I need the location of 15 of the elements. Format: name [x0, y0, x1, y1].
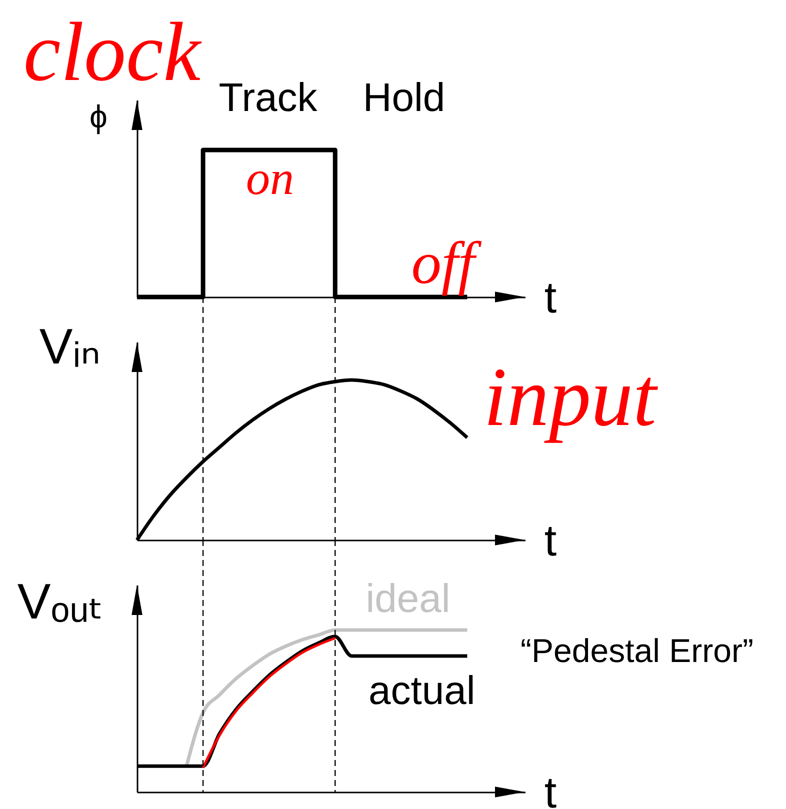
text: “Pedestal Error” — [520, 632, 754, 669]
x-axis-title: t — [544, 274, 557, 322]
annotation: on — [246, 152, 294, 205]
text: Hold — [362, 76, 446, 120]
series-label: ideal — [366, 577, 450, 622]
text: Track — [218, 76, 318, 120]
x-axis-title: t — [544, 768, 557, 809]
y-axis-title: ϕ — [90, 98, 108, 134]
series-label: actual — [368, 668, 476, 713]
text: input — [484, 351, 659, 444]
annotation: off — [411, 230, 482, 296]
text: clock — [23, 6, 202, 99]
y-axis-title: Vₒᵤₜ — [17, 574, 104, 630]
y-axis-title: Vᵢₙ — [39, 318, 100, 374]
x-axis-title: t — [544, 516, 557, 566]
